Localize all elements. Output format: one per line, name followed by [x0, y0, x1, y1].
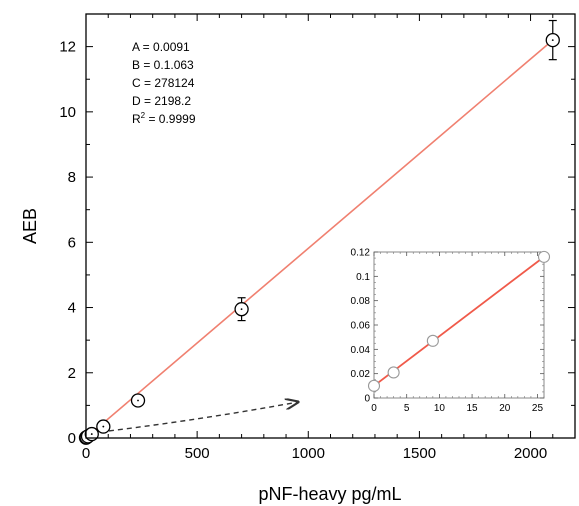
inset-y-tick-label: 0.06: [351, 321, 371, 332]
inset-tick-labels: 0 5 10 15 20 25 0 0.02 0.04 0.06 0.08 0.1 0.12: [351, 248, 544, 415]
y-tick-label: 4: [68, 300, 76, 317]
inset-x-tick-label: 5: [404, 403, 410, 414]
param-b: B = 0.1.063: [132, 58, 194, 72]
inset-chart: 0 5 10 15 20 25 0 0.02 0.04 0.06 0.08 0.1 0.12: [351, 248, 551, 415]
inset-data-points: [367, 250, 551, 392]
param-d: D = 2198.2: [132, 94, 191, 108]
y-tick-label: 10: [59, 104, 76, 121]
inset-y-tick-label: 0.12: [351, 248, 371, 259]
main-plot-frame: [85, 13, 576, 439]
x-axis-title: pNF-heavy pg/mL: [258, 484, 401, 504]
x-tick-label: 1000: [292, 445, 325, 462]
y-tick-label: 2: [68, 365, 76, 382]
inset-x-tick-label: 0: [371, 403, 377, 414]
r2-value: = 0.9999: [145, 112, 196, 126]
inset-x-tick-label: 25: [532, 403, 544, 414]
param-a: A = 0.0091: [132, 40, 190, 54]
inset-frame: [373, 251, 545, 399]
fit-curve: [85, 39, 554, 439]
inset-x-tick-label: 15: [467, 403, 479, 414]
data-point-center: [137, 399, 139, 402]
data-point-center: [551, 39, 554, 41]
x-tick-label: 0: [82, 445, 90, 462]
inset-x-tick-label: 10: [434, 403, 446, 414]
inset-data-point: [387, 366, 400, 379]
inset-y-tick-label: 0.02: [351, 369, 371, 380]
y-tick-label: 12: [59, 39, 76, 56]
y-tick-label: 8: [68, 169, 76, 186]
data-point-center: [102, 425, 105, 428]
inset-pointer-arrow: [99, 402, 298, 433]
inset-y-tick-label: 0.04: [351, 345, 371, 356]
param-r2: R2 = 0.9999: [132, 111, 196, 126]
inset-data-point: [426, 334, 439, 347]
x-tick-label: 500: [185, 445, 210, 462]
y-axis-title: AEB: [20, 208, 40, 244]
x-tick-label: 1500: [403, 445, 436, 462]
r2-symbol: R: [132, 112, 141, 126]
data-point-center: [240, 308, 243, 311]
y-tick-label: 6: [68, 234, 76, 251]
inset-y-tick-label: 0.1: [356, 272, 370, 283]
param-c: C = 278124: [132, 76, 195, 90]
x-tick-label: 2000: [514, 445, 547, 462]
data-point-center: [90, 433, 93, 435]
inset-x-tick-label: 20: [499, 403, 511, 414]
main-data-points: [78, 19, 560, 445]
r2-superscript: 2: [141, 111, 146, 120]
inset-fit-line: [373, 256, 545, 387]
fit-parameters: A = 0.0091 B = 0.1.063 C = 278124 D = 21…: [132, 40, 196, 126]
inset-data-point: [537, 250, 551, 263]
y-tick-label: 0: [68, 430, 76, 447]
inset-y-tick-label: 0: [364, 394, 370, 405]
inset-data-point: [367, 379, 381, 392]
inset-y-tick-label: 0.08: [351, 296, 371, 307]
